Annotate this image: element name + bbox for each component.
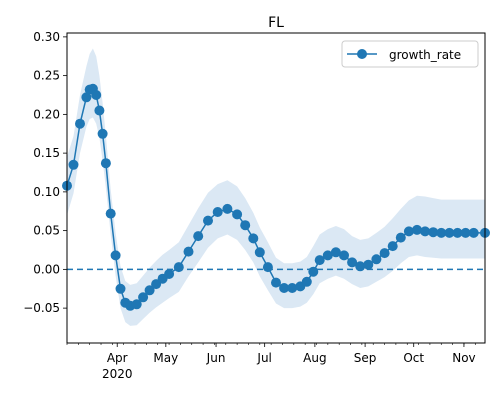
data-point	[460, 227, 471, 238]
data-point	[212, 207, 223, 217]
data-point	[339, 250, 349, 261]
x-tick-label: May	[153, 351, 178, 365]
data-point	[322, 250, 333, 261]
data-point	[68, 159, 79, 170]
data-point	[222, 203, 233, 214]
data-point	[287, 283, 298, 293]
plot-area	[62, 48, 490, 326]
data-point	[94, 105, 105, 116]
data-point	[91, 90, 102, 100]
legend[interactable]: growth_rate	[341, 40, 479, 68]
chart-title: FL	[268, 15, 284, 31]
x-tick-label: Aug	[303, 351, 326, 365]
data-point	[436, 227, 447, 238]
x-tick-label: Oct	[403, 351, 424, 365]
data-point	[100, 158, 111, 169]
data-point	[173, 262, 184, 273]
data-point	[203, 215, 213, 226]
data-point	[279, 283, 290, 293]
data-point	[105, 208, 116, 219]
data-point	[347, 257, 358, 268]
data-point	[81, 92, 92, 103]
plot-frame	[66, 32, 486, 344]
y-tick-label: 0.10	[33, 185, 60, 199]
legend-label-growth-rate: growth_rate	[389, 48, 461, 62]
x-tick-label: Jul	[256, 351, 271, 365]
data-point	[308, 266, 319, 277]
data-point	[355, 261, 366, 272]
y-tick-label: −0.05	[23, 301, 60, 315]
data-point	[371, 254, 382, 265]
data-point	[232, 209, 243, 220]
data-point	[387, 241, 398, 252]
x-tick-label: Jun	[206, 351, 226, 365]
data-point	[301, 276, 312, 287]
data-point	[193, 231, 204, 242]
data-point	[164, 269, 175, 279]
data-point	[444, 227, 455, 238]
data-point	[131, 299, 142, 310]
data-point	[240, 220, 251, 231]
y-tick-label: 0.00	[33, 262, 60, 276]
data-point	[314, 255, 325, 266]
data-point	[468, 227, 479, 238]
data-point	[144, 285, 155, 296]
data-point	[183, 246, 194, 257]
y-tick-label: 0.05	[33, 224, 60, 238]
x-tick-label: Sep	[354, 351, 377, 365]
y-axis: −0.05 0.00 0.05 0.10 0.15 0.20 0.25 0.30	[23, 30, 67, 315]
data-point	[110, 250, 121, 261]
data-point	[363, 259, 374, 270]
data-point	[254, 247, 265, 258]
data-point	[75, 118, 85, 129]
data-point	[248, 233, 259, 244]
y-tick-label: 0.15	[33, 146, 60, 160]
x-tick-label: Apr	[107, 351, 128, 365]
data-point	[452, 227, 463, 238]
data-point	[138, 292, 149, 303]
x-tick-sublabel: 2020	[102, 367, 133, 381]
y-tick-label: 0.25	[33, 69, 60, 83]
data-point	[115, 283, 126, 294]
y-tick-label: 0.30	[33, 30, 60, 44]
legend-box	[341, 40, 479, 68]
legend-marker-swatch	[357, 49, 367, 59]
data-point	[330, 247, 341, 258]
data-point	[379, 248, 390, 259]
x-tick-label: Nov	[452, 351, 475, 365]
data-point	[420, 226, 431, 237]
data-point	[395, 232, 406, 243]
data-point	[271, 277, 281, 288]
data-point	[97, 128, 108, 139]
y-tick-label: 0.20	[33, 107, 60, 121]
x-axis: Apr 2020 May Jun Jul Aug Sep Oct Nov	[66, 343, 476, 381]
data-point	[403, 226, 414, 237]
data-point	[262, 262, 273, 273]
data-point	[412, 224, 422, 235]
data-point	[428, 227, 439, 238]
